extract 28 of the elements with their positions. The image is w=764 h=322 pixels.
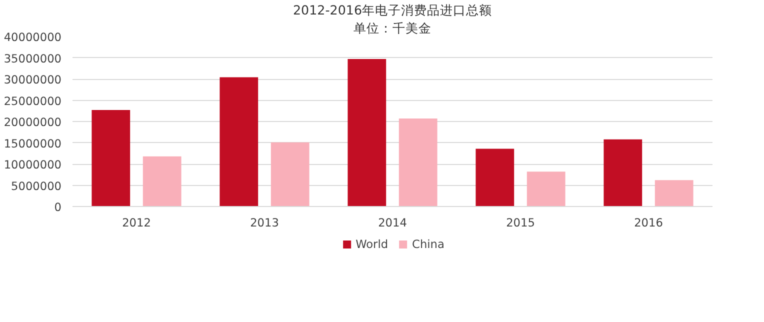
x-tick-label: 2012 (122, 216, 151, 230)
x-tick-label: 2014 (378, 216, 407, 230)
y-tick-label: 35000000 (4, 51, 62, 66)
bar (92, 110, 130, 206)
y-tick-label: 0 (54, 200, 62, 214)
bar (348, 59, 386, 206)
chart-subtitle: 单位：千美金 (354, 20, 432, 36)
legend-label: World (356, 237, 388, 251)
x-tick-label: 2013 (250, 216, 279, 230)
chart-title: 2012-2016年电子消费品进口总额 (293, 2, 492, 18)
bar (220, 77, 258, 206)
legend-label: China (412, 237, 444, 251)
y-tick-label: 15000000 (4, 136, 62, 150)
bar (398, 118, 438, 206)
bar (142, 156, 182, 206)
y-tick-label: 20000000 (4, 115, 62, 129)
y-tick-label: 30000000 (4, 72, 62, 86)
x-tick-label: 2015 (506, 216, 535, 230)
y-tick-label: 25000000 (4, 94, 62, 108)
y-tick-label: 10000000 (4, 158, 62, 172)
bar (270, 142, 310, 206)
bar (526, 172, 566, 206)
bar (654, 180, 694, 206)
bar (604, 139, 642, 206)
y-tick-label: 40000000 (4, 30, 62, 44)
y-tick-label: 5000000 (11, 178, 62, 193)
bar (476, 148, 514, 206)
x-tick-label: 2016 (634, 216, 663, 230)
